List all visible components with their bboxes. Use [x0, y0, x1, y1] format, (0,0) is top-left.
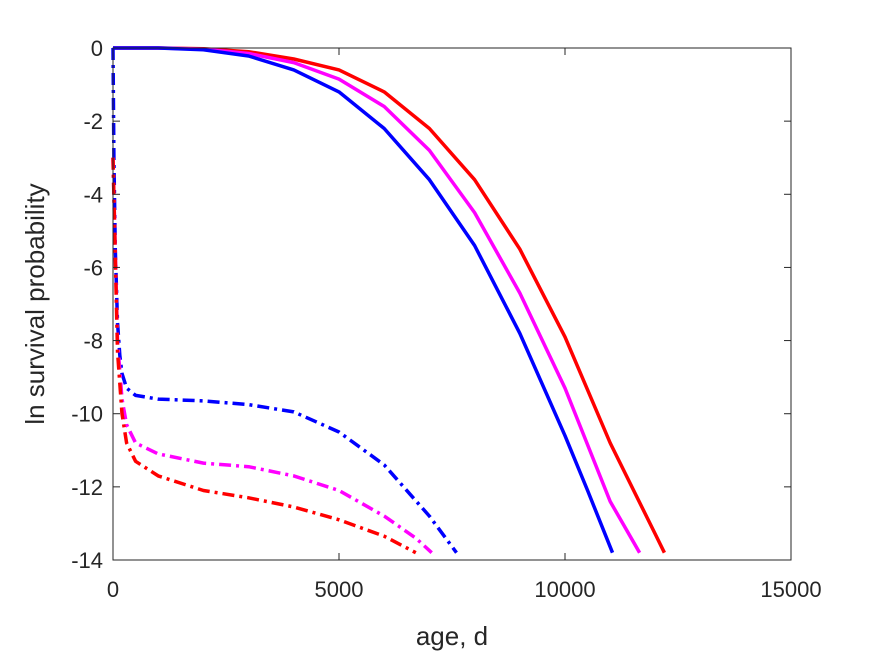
y-tick-label: -8	[83, 329, 103, 354]
series-layer	[111, 46, 666, 555]
series-line-3	[113, 46, 615, 554]
y-ticks: 0 -2 -4 -6 -8 -10 -12 -14	[71, 36, 791, 573]
plot-frame	[112, 47, 792, 561]
y-tick-label: -12	[71, 475, 103, 500]
y-tick-label: -10	[71, 402, 103, 427]
plot-area	[113, 48, 791, 560]
x-tick-label: 10000	[534, 577, 595, 602]
x-tick-label: 15000	[760, 577, 821, 602]
y-tick-label: 0	[91, 36, 103, 61]
y-tick-label: -6	[83, 255, 103, 280]
y-tick-label: -14	[71, 548, 103, 573]
x-axis-label: age, d	[416, 621, 488, 651]
series-line-5	[111, 157, 433, 554]
series-line-6	[111, 157, 417, 555]
x-tick-label: 0	[107, 577, 119, 602]
y-axis-label: ln survival probability	[20, 183, 50, 424]
y-tick-label: -2	[83, 109, 103, 134]
y-tick-label: -4	[83, 182, 103, 207]
x-tick-label: 5000	[315, 577, 364, 602]
x-ticks: 0 5000 10000 15000	[107, 48, 822, 602]
